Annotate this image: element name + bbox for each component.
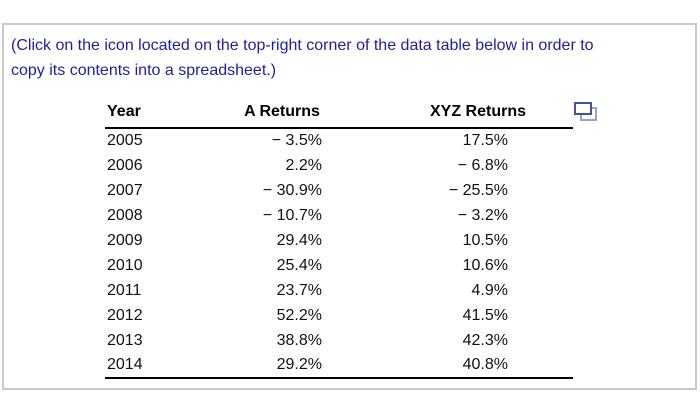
table-row: 2013 38.8% 42.3% bbox=[105, 328, 573, 353]
a-returns-cell: 23.7% bbox=[276, 281, 322, 299]
a-returns-cell: 25.4% bbox=[276, 256, 322, 274]
a-returns-cell: − 10.7% bbox=[262, 206, 322, 224]
year-cell: 2008 bbox=[107, 206, 143, 224]
xyz-returns-cell: − 25.5% bbox=[448, 181, 508, 199]
table-row: 2008 − 10.7% − 3.2% bbox=[105, 203, 573, 228]
year-cell: 2006 bbox=[107, 156, 143, 174]
xyz-returns-cell: 4.9% bbox=[471, 281, 508, 299]
year-cell: 2005 bbox=[107, 132, 143, 149]
xyz-returns-cell: 17.5% bbox=[462, 132, 508, 149]
year-cell: 2013 bbox=[107, 331, 143, 349]
xyz-returns-cell: − 3.2% bbox=[457, 206, 508, 224]
content-panel bbox=[2, 23, 697, 390]
copy-table-icon[interactable] bbox=[574, 102, 598, 122]
xyz-returns-cell: 40.8% bbox=[383, 353, 573, 379]
year-cell: 2012 bbox=[107, 306, 143, 324]
xyz-returns-cell: 10.5% bbox=[462, 231, 508, 249]
table-row: 2011 23.7% 4.9% bbox=[105, 278, 573, 303]
table-header-row: Year A Returns XYZ Returns bbox=[105, 96, 573, 129]
table-row: 2012 52.2% 41.5% bbox=[105, 303, 573, 328]
a-returns-cell: 29.2% bbox=[181, 353, 383, 379]
table-row: 2010 25.4% 10.6% bbox=[105, 253, 573, 278]
year-cell: 2009 bbox=[107, 231, 143, 249]
year-cell: 2010 bbox=[107, 256, 143, 274]
xyz-returns-cell: 10.6% bbox=[462, 256, 508, 274]
table-row: 2007 − 30.9% − 25.5% bbox=[105, 178, 573, 203]
a-returns-cell: − 3.5% bbox=[271, 132, 322, 149]
xyz-returns-cell: − 6.8% bbox=[457, 156, 508, 174]
xyz-returns-cell: 41.5% bbox=[462, 306, 508, 324]
returns-table: Year A Returns XYZ Returns 2005 − 3.5% 1… bbox=[105, 96, 573, 379]
year-cell: 2014 bbox=[105, 353, 181, 379]
table-row: 2009 29.4% 10.5% bbox=[105, 228, 573, 253]
instruction-line-2: copy its contents into a spreadsheet.) bbox=[11, 62, 277, 79]
column-header-year: Year bbox=[105, 96, 181, 129]
instruction-text: (Click on the icon located on the top-ri… bbox=[11, 33, 691, 83]
a-returns-cell: 38.8% bbox=[276, 331, 322, 349]
year-cell: 2011 bbox=[107, 281, 142, 299]
column-header-a-returns: A Returns bbox=[181, 96, 383, 129]
year-cell: 2007 bbox=[107, 181, 143, 199]
xyz-returns-cell: 42.3% bbox=[462, 331, 508, 349]
table-row: 2006 2.2% − 6.8% bbox=[105, 153, 573, 178]
instruction-line-1: (Click on the icon located on the top-ri… bbox=[11, 37, 594, 54]
a-returns-cell: − 30.9% bbox=[262, 181, 322, 199]
table-row: 2014 29.2% 40.8% bbox=[105, 353, 573, 379]
a-returns-cell: 2.2% bbox=[285, 156, 322, 174]
table-row: 2005 − 3.5% 17.5% bbox=[105, 128, 573, 153]
column-header-xyz-returns: XYZ Returns bbox=[383, 96, 573, 129]
a-returns-cell: 52.2% bbox=[276, 306, 322, 324]
a-returns-cell: 29.4% bbox=[276, 231, 322, 249]
